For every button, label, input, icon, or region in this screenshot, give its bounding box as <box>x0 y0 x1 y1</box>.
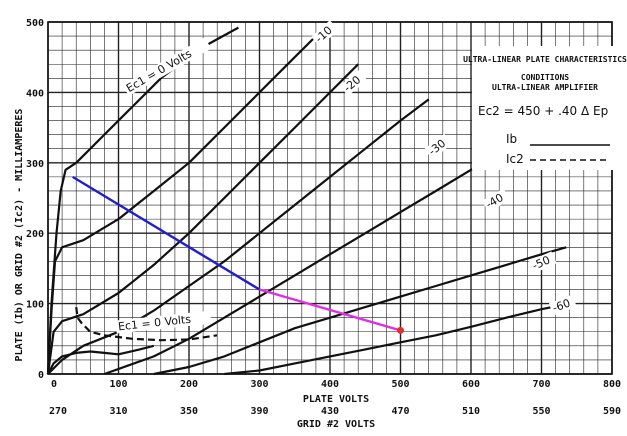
x-tick-label: 0 <box>51 379 57 390</box>
x-tick-label: 100 <box>109 379 127 390</box>
load-line-magenta <box>259 288 401 332</box>
curve-label-bg <box>481 188 511 213</box>
equation: Ec2 = 450 + .40 Δ Ep <box>478 104 608 118</box>
curve-label-bg <box>339 69 368 96</box>
y-tick-label: 200 <box>26 229 44 240</box>
x2-tick-label: 270 <box>49 406 67 417</box>
x-tick-label: 800 <box>603 379 621 390</box>
y-tick-label: 400 <box>26 88 44 99</box>
conditions-box: ULTRA-LINEAR PLATE CHARACTERISTICS CONDI… <box>463 46 627 170</box>
curve-label-bg <box>311 20 339 47</box>
x-tick-label: 600 <box>462 379 480 390</box>
x2-tick-label: 510 <box>462 406 480 417</box>
y-tick-label: 0 <box>38 370 44 381</box>
y-tick-label: 500 <box>26 18 44 29</box>
curve--10 <box>46 35 317 375</box>
x2-tick-label: 310 <box>109 406 127 417</box>
x2-tick-label: 590 <box>603 406 621 417</box>
curve-screen-low <box>47 344 155 375</box>
x-tick-label: 300 <box>250 379 268 390</box>
curve-label-bg <box>122 37 212 96</box>
load-line <box>72 175 404 334</box>
curve--60 <box>224 302 570 376</box>
chart-title: ULTRA-LINEAR PLATE CHARACTERISTICS <box>463 55 627 64</box>
x-tick-label: 400 <box>321 379 339 390</box>
x2-tick-label: 550 <box>532 406 550 417</box>
curve-label-bg <box>548 294 577 316</box>
legend-ib-label: Ib <box>506 132 517 146</box>
x2-tick-label: 470 <box>391 406 409 417</box>
conditions-heading: CONDITIONS <box>521 73 569 82</box>
ticks: 0 100 200 300 400 500 0 100 200 300 400 500 600 700 80… <box>26 18 621 417</box>
x2-tick-label: 350 <box>180 406 198 417</box>
x-axis-label: PLATE VOLTS <box>303 394 369 405</box>
x-tick-label: 700 <box>532 379 550 390</box>
y-axis-label: PLATE (Ib) OR GRID #2 (Ic2) - MILLIAMPER… <box>14 109 25 362</box>
curve-label-bg <box>424 133 453 160</box>
load-line-blue <box>72 175 261 291</box>
x-tick-label: 500 <box>391 379 409 390</box>
curve-screen-0V <box>75 306 218 342</box>
y-tick-label: 100 <box>26 300 44 311</box>
curve--30 <box>47 98 430 375</box>
operating-point <box>397 326 404 334</box>
conditions-box-bg <box>472 46 617 170</box>
x2-tick-label: 390 <box>250 406 268 417</box>
x2-axis-label: GRID #2 VOLTS <box>297 419 375 430</box>
curve-label-bg <box>115 310 212 334</box>
curve-label--60: -60 <box>551 297 572 315</box>
x-tick-label: 200 <box>180 379 198 390</box>
conditions-subheading: ULTRA-LINEAR AMPLIFIER <box>492 83 598 92</box>
y-tick-label: 300 <box>26 159 44 170</box>
curve-label-bg <box>528 251 557 274</box>
curve--20 <box>46 63 359 375</box>
curve--50 <box>153 246 567 376</box>
legend-ic2-label: Ic2 <box>506 152 524 166</box>
curve--40 <box>104 140 542 376</box>
x2-tick-label: 430 <box>321 406 339 417</box>
